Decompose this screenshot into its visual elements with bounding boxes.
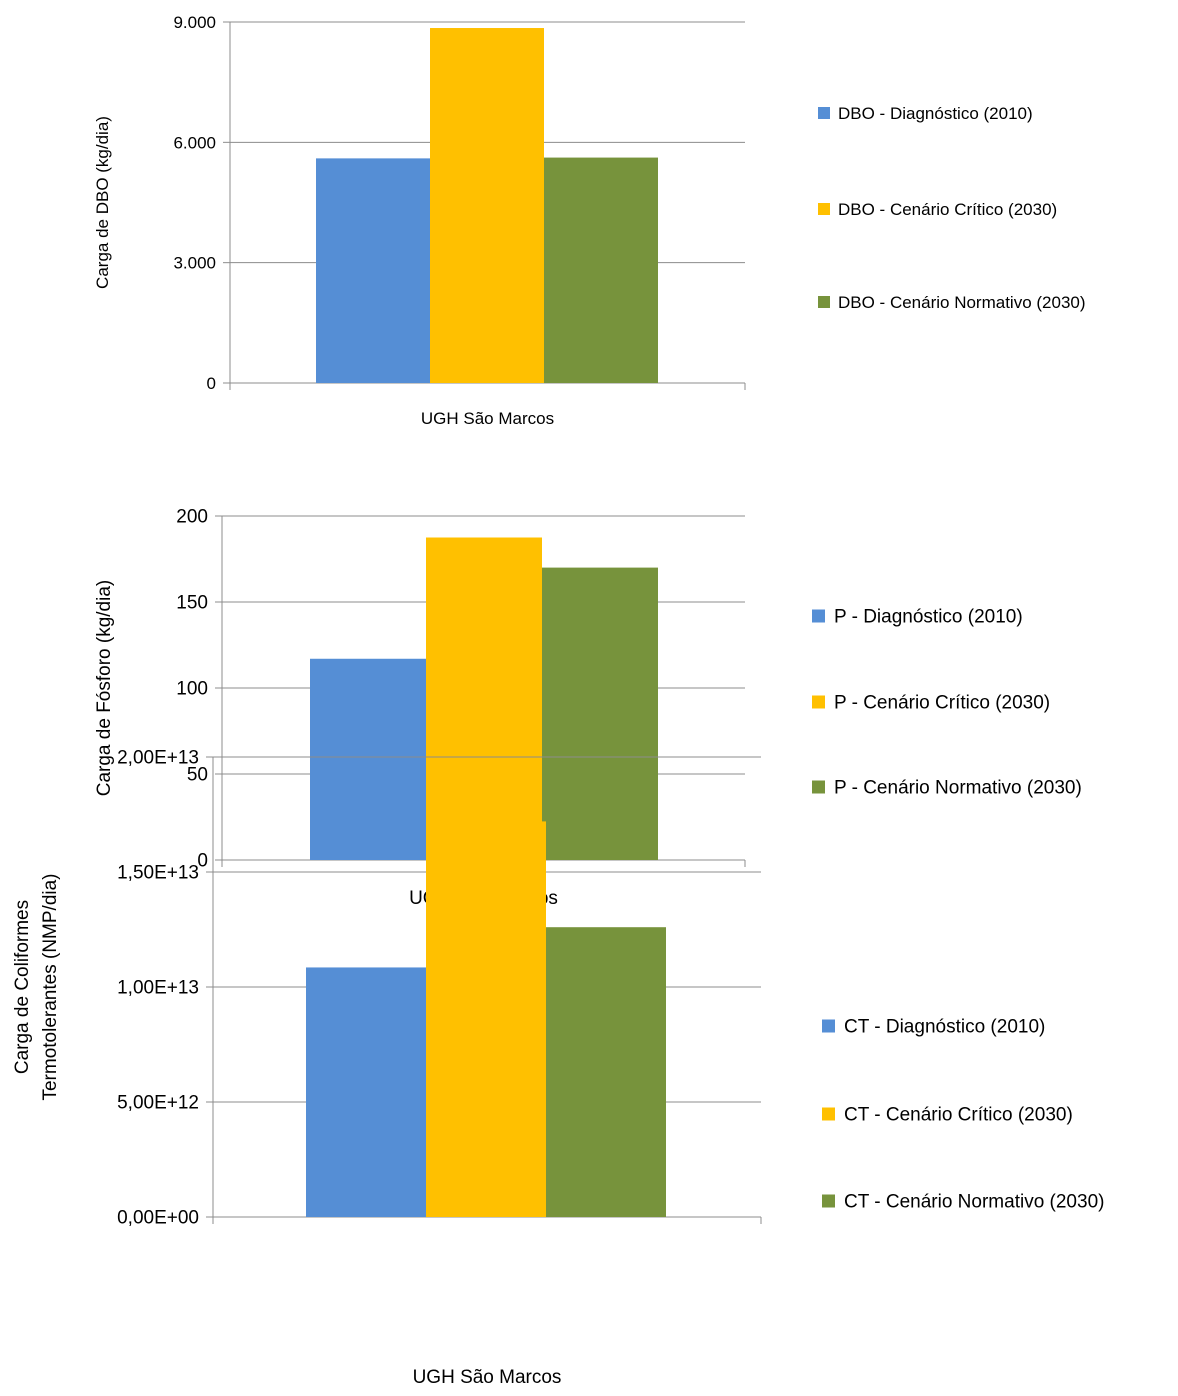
x-category-label: UGH São Marcos (413, 1367, 562, 1388)
legend-swatch (818, 107, 830, 119)
legend-label: CT - Cenário Normativo (2030) (844, 1192, 1104, 1213)
legend-label: P - Cenário Normativo (2030) (834, 778, 1082, 799)
bar-3 (544, 157, 658, 383)
legend-label: CT - Diagnóstico (2010) (844, 1017, 1045, 1038)
y-axis-label: Carga de Fósforo (kg/dia) (94, 580, 115, 797)
legend-label: DBO - Cenário Crítico (2030) (838, 200, 1057, 219)
x-category-label: UGH São Marcos (421, 409, 554, 428)
bar-2 (426, 537, 542, 860)
y-axis-label: Carga de DBO (kg/dia) (93, 116, 112, 289)
legend-label: CT - Cenário Crítico (2030) (844, 1105, 1073, 1126)
y-axis-label: Carga de Coliformes (12, 900, 33, 1074)
y-tick-label: 2,00E+13 (117, 748, 199, 769)
bar-1 (306, 967, 426, 1217)
y-axis-label: Termotolerantes (NMP/dia) (40, 873, 61, 1100)
legend-swatch (812, 695, 825, 709)
chart-3: 0,00E+00 5,00E+12 1,00E+13 1,50E+13 2,00E+13… (12, 748, 1104, 1388)
y-tick-label: 200 (176, 507, 208, 528)
y-tick-label: 1,50E+13 (117, 863, 199, 884)
legend-swatch (822, 1019, 835, 1033)
legend-swatch (812, 609, 825, 623)
legend-swatch (822, 1194, 835, 1208)
legend-swatch (818, 296, 830, 308)
legend-swatch (818, 203, 830, 215)
bar-1 (310, 658, 426, 860)
bar-1 (316, 158, 430, 383)
y-tick-label: 9.000 (173, 13, 216, 32)
legend-label: P - Diagnóstico (2010) (834, 607, 1023, 628)
y-tick-label: 150 (176, 593, 208, 614)
legend-label: P - Cenário Crítico (2030) (834, 693, 1050, 714)
bar-2 (426, 821, 546, 1217)
legend-label: DBO - Cenário Normativo (2030) (838, 293, 1086, 312)
y-tick-label: 100 (176, 679, 208, 700)
y-tick-label: 0,00E+00 (117, 1208, 199, 1229)
y-tick-label: 5,00E+12 (117, 1093, 199, 1114)
y-tick-label: 3.000 (173, 254, 216, 273)
chart-1: 0 3.000 6.000 9.000 UGH São Marcos Carga de D… (93, 13, 1086, 428)
bar-2 (430, 28, 544, 384)
legend-label: DBO - Diagnóstico (2010) (838, 104, 1033, 123)
bar-3 (546, 927, 666, 1217)
y-tick-label: 6.000 (173, 133, 216, 152)
legend-swatch (822, 1107, 835, 1121)
bar-3 (542, 567, 658, 860)
legend-swatch (812, 780, 825, 794)
y-tick-label: 1,00E+13 (117, 978, 199, 999)
y-tick-label: 0 (207, 374, 216, 393)
y-tick-label: 0 (197, 851, 208, 872)
y-tick-label: 50 (187, 765, 208, 786)
